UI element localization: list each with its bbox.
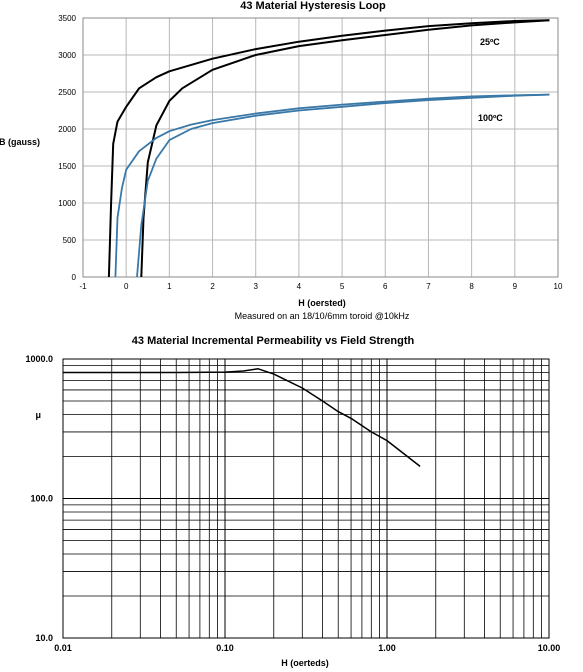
permeability-chart-title: 43 Material Incremental Permeability vs …: [132, 335, 415, 347]
hysteresis-x-tick-label: 6: [383, 282, 388, 291]
permeability-chart: 43 Material Incremental Permeability vs …: [25, 335, 560, 668]
hysteresis-x-tick-label: 5: [340, 282, 345, 291]
hysteresis-y-tick-label: 1500: [58, 162, 76, 171]
hysteresis-series: [107, 19, 550, 278]
hysteresis-x-tick-labels: -1 0 1 2 3 4 5 6 7 8 9 10: [79, 282, 563, 291]
hysteresis-chart-title: 43 Material Hysteresis Loop: [240, 0, 386, 12]
permeability-y-tick-labels: 10.0 100.0 1000.0: [25, 354, 53, 643]
permeability-y-tick-label: 10.0: [35, 633, 53, 643]
permeability-gridlines: [63, 359, 549, 638]
hysteresis-line-100c-lower: [136, 93, 550, 278]
hysteresis-line-25c-upper: [107, 19, 550, 278]
permeability-x-tick-label: 0.10: [216, 643, 234, 653]
measurement-note: Measured on an 18/10/6mm toroid @10kHz: [235, 311, 410, 321]
hysteresis-y-tick-label: 3500: [58, 14, 76, 23]
hysteresis-y-tick-label: 500: [63, 236, 77, 245]
hysteresis-line-100c-upper: [114, 93, 550, 278]
permeability-series: [63, 368, 421, 467]
permeability-x-tick-label: 0.01: [54, 643, 72, 653]
hysteresis-plot-area: [82, 17, 559, 278]
hysteresis-y-tick-label: 3000: [58, 51, 76, 60]
hysteresis-x-tick-label: 4: [297, 282, 302, 291]
permeability-x-tick-label: 10.00: [538, 643, 561, 653]
permeability-x-tick-labels: 0.01 0.10 1.00 10.00: [54, 643, 560, 653]
permeability-line: [63, 368, 421, 467]
hysteresis-x-tick-label: 1: [167, 282, 172, 291]
hysteresis-line-25c-lower: [140, 19, 550, 278]
hysteresis-chart: 43 Material Hysteresis Loop -1 0 1 2 3 4 5 6 7 8 9…: [0, 0, 563, 321]
hysteresis-gridlines: [82, 17, 559, 278]
series-label-100c: 100ºC: [478, 113, 503, 123]
hysteresis-x-tick-label: 9: [513, 282, 518, 291]
hysteresis-x-tick-label: 10: [554, 282, 563, 291]
series-label-25c: 25ºC: [480, 37, 500, 47]
permeability-plot-area: [62, 358, 550, 639]
hysteresis-x-tick-label: 3: [254, 282, 259, 291]
hysteresis-x-tick-label: -1: [79, 282, 87, 291]
hysteresis-x-tick-label: 2: [210, 282, 215, 291]
permeability-y-axis-label: μ: [35, 410, 41, 420]
hysteresis-y-tick-labels: 0 500 1000 1500 2000 2500 3000 3500: [58, 14, 76, 282]
permeability-y-tick-label: 1000.0: [25, 354, 53, 364]
hysteresis-y-tick-label: 2000: [58, 125, 76, 134]
permeability-x-axis-label: H (oerteds): [281, 658, 329, 668]
hysteresis-y-tick-label: 0: [72, 273, 77, 282]
hysteresis-y-tick-label: 1000: [58, 199, 76, 208]
hysteresis-x-tick-label: 8: [469, 282, 474, 291]
hysteresis-x-tick-label: 7: [426, 282, 431, 291]
hysteresis-x-tick-label: 0: [124, 282, 129, 291]
hysteresis-y-tick-label: 2500: [58, 88, 76, 97]
permeability-x-tick-label: 1.00: [378, 643, 396, 653]
hysteresis-x-axis-label: H (oersted): [298, 298, 346, 308]
hysteresis-y-axis-label: B (gauss): [0, 137, 40, 147]
permeability-y-tick-label: 100.0: [30, 494, 53, 504]
